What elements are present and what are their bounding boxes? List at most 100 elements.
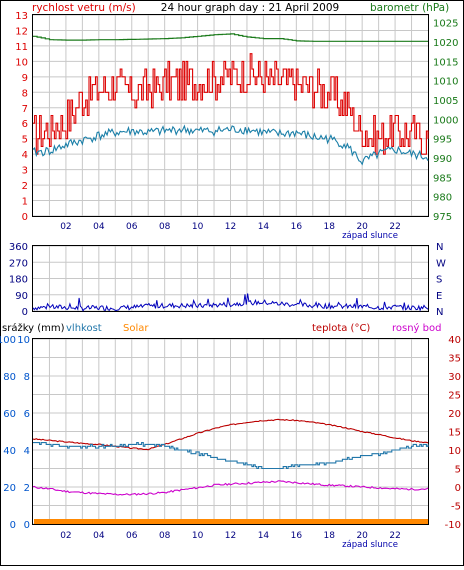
wind-tick-label: 8 <box>22 88 28 99</box>
rain-tick-label: 10 <box>17 335 30 346</box>
x-tick-label: 10 <box>192 222 204 232</box>
solar-axis-label: Solar <box>123 323 149 334</box>
baro-tick-label: 1015 <box>433 57 458 68</box>
compass-tick-label: S <box>436 275 442 286</box>
baro-tick-label: 995 <box>433 135 452 146</box>
humidity-tick-label: 60 <box>3 409 16 420</box>
wind-tick-label: 3 <box>22 166 28 177</box>
baro-tick-label: 1025 <box>433 19 458 30</box>
x-tick-label: 18 <box>324 222 336 232</box>
humidity-tick-label: 20 <box>3 483 16 494</box>
x-tick-label: 10 <box>192 531 204 541</box>
x-tick-label: 16 <box>291 531 303 541</box>
x-tick-label: 04 <box>93 222 105 232</box>
x-tick-label: 16 <box>291 222 303 232</box>
x-tick-label: 02 <box>60 222 71 232</box>
wind-tick-label: 13 <box>15 11 28 22</box>
panel2-series <box>32 293 429 312</box>
dew-line <box>32 480 429 496</box>
wind-tick-label: 9 <box>22 73 28 84</box>
rain-axis-ticks: 0 2 4 6 8 10 <box>17 335 30 531</box>
compass-tick-label: N <box>436 307 443 318</box>
temp-tick-label: -10 <box>445 520 461 531</box>
rain-tick-label: 8 <box>24 372 30 383</box>
sunset-label-top: západ slunce <box>342 231 398 241</box>
dew-axis-label: rosný bod <box>392 322 441 334</box>
baro-tick-label: 990 <box>433 154 452 165</box>
x-tick-label: 22 <box>389 222 400 232</box>
humidity-tick-label: 40 <box>3 446 16 457</box>
x-tick-label: 04 <box>93 531 105 541</box>
compass-tick-label: W <box>436 258 446 269</box>
direction-axis-ticks: 0 90 180 270 360 <box>9 242 28 318</box>
baro-tick-label: 1010 <box>433 77 458 88</box>
baro-axis-ticks: 975 980 985 990 995 1000 1005 1010 1015 1020 1025 <box>433 19 458 223</box>
direction-tick-label: 270 <box>9 258 28 269</box>
wind-tick-label: 5 <box>22 135 28 146</box>
wind-direction-line <box>32 293 429 312</box>
temp-tick-label: 15 <box>448 428 461 439</box>
compass-tick-label: N <box>436 242 443 253</box>
x-tick-label: 08 <box>159 222 171 232</box>
x-tick-label: 22 <box>389 531 400 541</box>
x-tick-label: 12 <box>225 531 236 541</box>
solar-bar <box>34 519 428 524</box>
humidity-line <box>33 442 429 470</box>
temp-tick-label: 10 <box>448 446 461 457</box>
x-tick-label: 06 <box>126 222 138 232</box>
x-tick-label: 02 <box>60 531 71 541</box>
baro-tick-label: 1000 <box>433 115 458 126</box>
rain-tick-label: 4 <box>24 446 30 457</box>
temp-tick-label: 5 <box>455 465 461 476</box>
x-tick-label: 14 <box>258 222 270 232</box>
wind-tick-label: 6 <box>22 119 28 130</box>
humidity-tick-label: 80 <box>3 372 16 383</box>
baro-tick-label: 980 <box>433 193 452 204</box>
baro-tick-label: 975 <box>433 212 452 223</box>
temp-tick-label: -5 <box>451 502 461 513</box>
rain-axis-label: srážky (mm) <box>2 322 65 334</box>
panel3-frame <box>32 338 429 525</box>
temp-tick-label: 40 <box>448 335 461 346</box>
wind-tick-label: 0 <box>22 212 28 223</box>
x-tick-label: 14 <box>258 531 270 541</box>
compass-tick-label: E <box>436 291 442 302</box>
wind-axis-label: rychlost vetru (m/s) <box>32 2 136 14</box>
x-tick-label: 08 <box>159 531 171 541</box>
wind-gust-line <box>33 53 429 155</box>
panel1-frame <box>32 14 429 217</box>
x-tick-label: 12 <box>225 222 236 232</box>
sunset-label-bottom: západ slunce <box>342 540 398 550</box>
humidity-axis-label: vlhkost <box>66 323 102 334</box>
baro-tick-label: 1005 <box>433 96 458 107</box>
panel1-series <box>32 33 429 166</box>
temp-tick-label: 35 <box>448 354 461 365</box>
wind-tick-label: 2 <box>22 181 28 192</box>
x-tick-label: 06 <box>126 531 138 541</box>
baro-axis-label: barometr (hPa) <box>370 2 449 14</box>
panel3-series <box>32 418 429 524</box>
humidity-tick-label: 0 <box>10 520 16 531</box>
direction-tick-label: 90 <box>15 291 28 302</box>
temp-tick-label: 25 <box>448 391 461 402</box>
humidity-tick-label: 100 <box>0 335 16 346</box>
wind-tick-label: 4 <box>22 150 28 161</box>
panel3-x-ticks: 02 04 06 08 10 12 14 16 18 20 22 <box>60 531 401 541</box>
x-tick-label: 20 <box>356 222 368 232</box>
baro-tick-label: 985 <box>433 173 452 184</box>
humidity-axis-ticks: 0 20 40 60 80 100 <box>0 335 16 531</box>
wind-tick-label: 1 <box>22 197 28 208</box>
wind-tick-label: 7 <box>22 104 28 115</box>
wind-tick-label: 10 <box>15 57 28 68</box>
panel1-x-ticks: 02 04 06 08 10 12 14 16 18 20 22 <box>60 222 401 232</box>
temp-tick-label: 0 <box>455 483 461 494</box>
temp-tick-label: 30 <box>448 372 461 383</box>
direction-tick-label: 360 <box>9 242 28 253</box>
panel2-frame <box>32 245 429 312</box>
barometer-line <box>33 33 428 42</box>
